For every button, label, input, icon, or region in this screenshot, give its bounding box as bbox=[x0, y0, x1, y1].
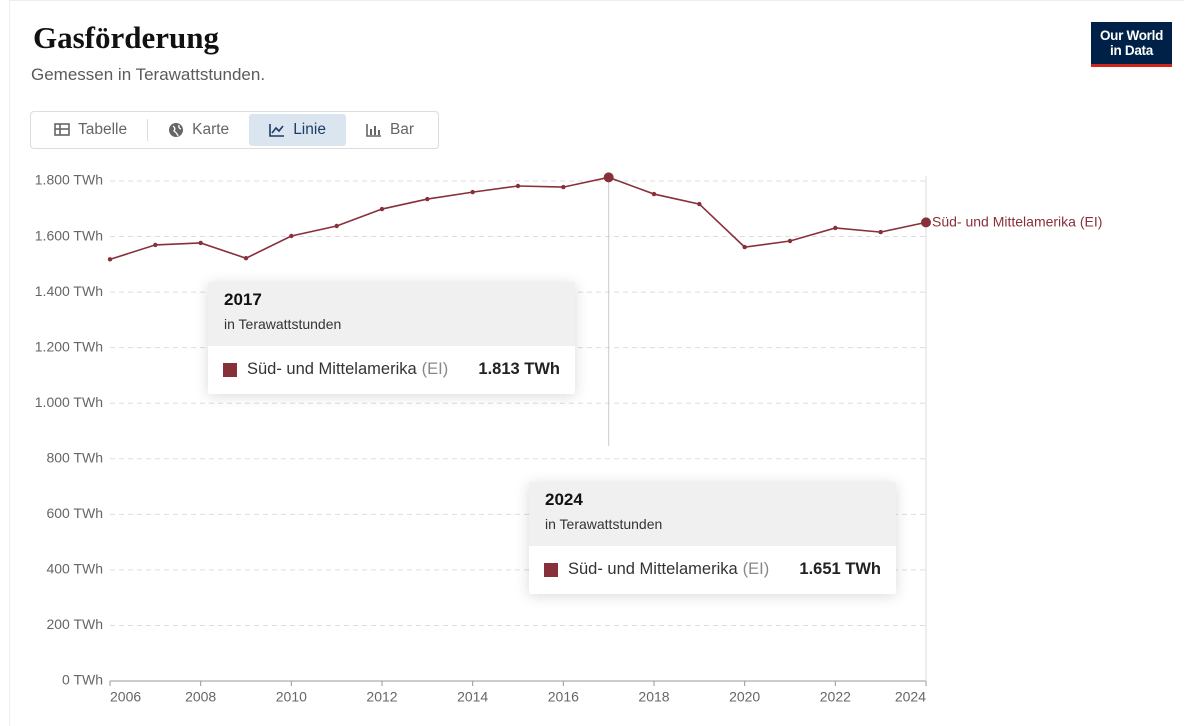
x-tick-label: 2006 bbox=[110, 689, 141, 705]
tab-label: Tabelle bbox=[78, 121, 128, 138]
data-point bbox=[470, 189, 475, 195]
x-tick-label: 2008 bbox=[185, 689, 216, 705]
y-tick-label: 800 TWh bbox=[46, 449, 103, 465]
series-source: (EI) bbox=[1080, 213, 1103, 229]
tooltip-source: (EI) bbox=[421, 360, 449, 378]
series-label: Süd- und Mittelamerika (EI) bbox=[932, 213, 1102, 229]
tooltip-header: 2017 in Terawattstunden bbox=[208, 282, 575, 346]
data-point bbox=[921, 217, 931, 228]
x-tick-label: 2010 bbox=[276, 689, 307, 705]
tooltip: 2024 in Terawattstunden Süd- und Mittelame… bbox=[529, 482, 896, 594]
tooltip-row: Süd- und Mittelamerika (EI) 1.651 TWh bbox=[529, 546, 896, 594]
data-point bbox=[334, 223, 339, 229]
series-name: Süd- und Mittelamerika bbox=[932, 213, 1076, 229]
x-tick-label: 2020 bbox=[729, 689, 760, 705]
logo-line: Our World bbox=[1099, 28, 1164, 43]
tab-separator bbox=[147, 119, 149, 141]
tab-icon bbox=[54, 123, 70, 136]
x-tick-label: 2016 bbox=[548, 689, 579, 705]
series-line bbox=[109, 176, 927, 261]
data-point bbox=[697, 201, 702, 207]
tooltip-value: 1.651 TWh bbox=[799, 560, 881, 578]
x-tick-label: 2012 bbox=[366, 689, 397, 705]
tab[interactable]: Bar bbox=[346, 114, 434, 146]
tooltip-unit: in Terawattstunden bbox=[545, 516, 663, 532]
data-point bbox=[289, 233, 294, 239]
tooltip-row: Süd- und Mittelamerika (EI) 1.813 TWh bbox=[208, 346, 575, 394]
tab-icon bbox=[366, 124, 381, 137]
data-point bbox=[425, 196, 430, 202]
logo[interactable]: Our World in Data bbox=[1091, 22, 1172, 67]
x-tick-label: 2018 bbox=[638, 689, 669, 705]
data-point bbox=[603, 172, 614, 183]
x-tick-label: 2014 bbox=[457, 689, 488, 705]
data-point bbox=[878, 229, 883, 235]
logo-line: in Data bbox=[1110, 43, 1153, 58]
y-tick-label: 0 TWh bbox=[62, 672, 103, 688]
tab[interactable]: Linie bbox=[249, 114, 346, 146]
tooltip-header: 2024 in Terawattstunden bbox=[529, 482, 896, 546]
data-point bbox=[651, 191, 657, 197]
tab[interactable]: Tabelle bbox=[34, 114, 147, 146]
tooltip-swatch bbox=[544, 562, 558, 577]
tooltip-unit: in Terawattstunden bbox=[224, 316, 342, 332]
tab-icon bbox=[169, 123, 184, 137]
tooltip-source: (EI) bbox=[742, 560, 770, 578]
y-tick-label: 1.000 TWh bbox=[35, 394, 103, 410]
y-tick-label: 400 TWh bbox=[46, 561, 103, 577]
data-point bbox=[742, 244, 747, 250]
x-tick-label: 2022 bbox=[820, 689, 851, 705]
y-tick-label: 600 TWh bbox=[46, 505, 103, 521]
tooltip: 2017 in Terawattstunden Süd- und Mittelame… bbox=[208, 282, 575, 394]
y-tick-label: 1.200 TWh bbox=[35, 338, 103, 354]
data-point bbox=[515, 183, 521, 189]
chart-title: Gasförderung bbox=[33, 20, 219, 55]
tooltip-year: 2017 bbox=[224, 290, 262, 309]
x-tick-label: 2024 bbox=[895, 689, 926, 705]
frame bbox=[9, 0, 1184, 726]
tab-label: Bar bbox=[389, 121, 415, 138]
tooltip-series: Süd- und Mittelamerika bbox=[568, 560, 738, 578]
data-point bbox=[107, 257, 113, 262]
y-tick-label: 200 TWh bbox=[46, 616, 103, 632]
data-point bbox=[153, 242, 158, 248]
y-tick-label: 1.800 TWh bbox=[35, 172, 103, 188]
data-point bbox=[243, 256, 249, 261]
data-point bbox=[561, 184, 566, 190]
chart-subtitle: Gemessen in Terawattstunden. bbox=[31, 65, 266, 84]
tooltip-series: Süd- und Mittelamerika bbox=[247, 360, 417, 378]
tooltip-swatch bbox=[223, 362, 237, 377]
y-tick-label: 1.400 TWh bbox=[35, 283, 103, 299]
tab-label: Karte bbox=[192, 121, 230, 138]
data-point bbox=[379, 206, 385, 212]
y-tick-label: 1.600 TWh bbox=[35, 227, 103, 243]
tooltip-value: 1.813 TWh bbox=[478, 360, 560, 378]
tab-icon bbox=[269, 124, 285, 137]
tab-bar: Tabelle Karte Linie Bar bbox=[30, 111, 439, 149]
data-point bbox=[787, 238, 793, 244]
data-point bbox=[198, 240, 203, 246]
tooltip-year: 2024 bbox=[545, 490, 583, 509]
data-point bbox=[833, 225, 838, 231]
tab[interactable]: Karte bbox=[148, 114, 249, 146]
tab-label: Linie bbox=[293, 121, 326, 138]
